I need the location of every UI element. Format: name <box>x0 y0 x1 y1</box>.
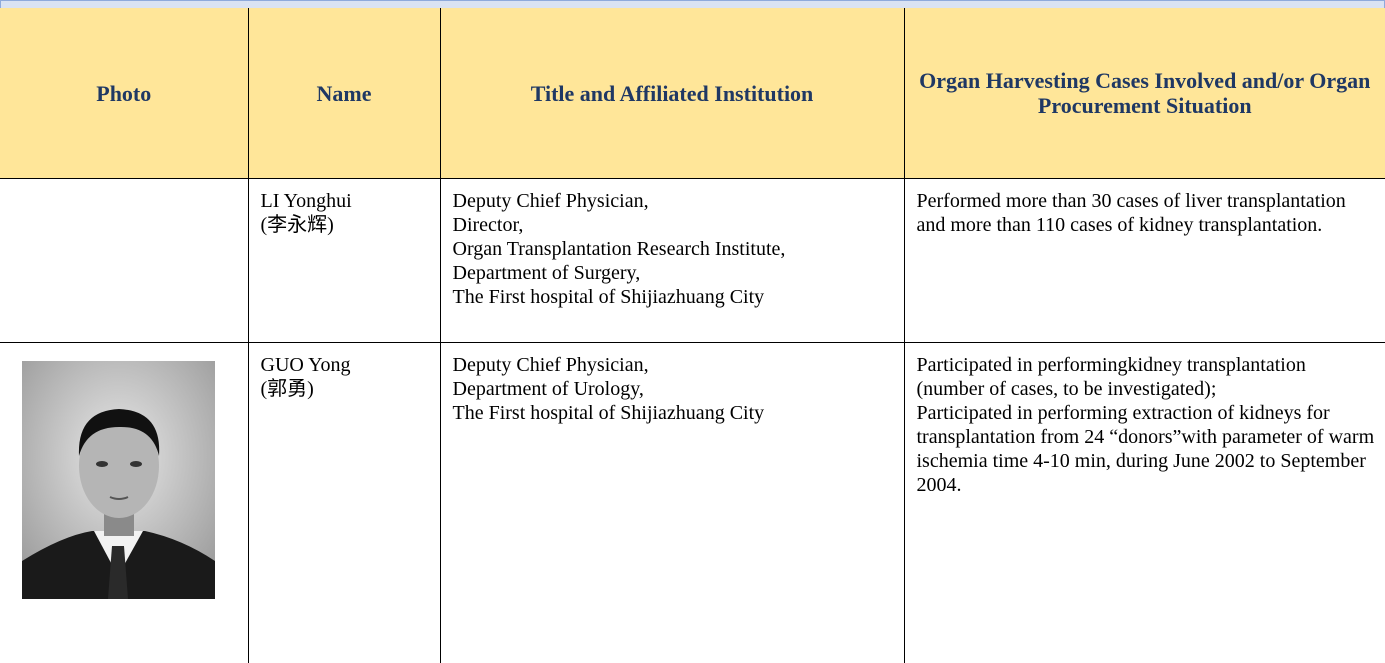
text-line: Participated in performing extraction of… <box>917 401 1376 497</box>
officials-table: Photo Name Title and Affiliated Institut… <box>0 8 1385 663</box>
text-line: Department of Surgery, <box>453 261 894 285</box>
text-line: The First hospital of Shijiazhuang City <box>453 401 894 425</box>
text-line: Performed more than 30 cases of liver tr… <box>917 189 1376 237</box>
chinese-name: (李永辉) <box>261 213 430 237</box>
header-cell: Title and Affiliated Institution <box>440 8 904 179</box>
top-strip <box>0 0 1385 8</box>
header-cell: Photo <box>0 8 248 179</box>
title-cell: Deputy Chief Physician,Department of Uro… <box>440 343 904 663</box>
name-cell: GUO Yong(郭勇) <box>248 343 440 663</box>
title-cell: Deputy Chief Physician,Director,Organ Tr… <box>440 179 904 343</box>
page: Photo Name Title and Affiliated Institut… <box>0 0 1385 634</box>
text-line: Deputy Chief Physician, <box>453 353 894 377</box>
text-line: Director, <box>453 213 894 237</box>
name-cell: LI Yonghui(李永辉) <box>248 179 440 343</box>
photo-cell <box>0 343 248 663</box>
cases-cell: Participated in performingkidney transpl… <box>904 343 1385 663</box>
photo-cell <box>0 179 248 343</box>
text-line: Organ Transplantation Research Institute… <box>453 237 894 261</box>
header-row: Photo Name Title and Affiliated Institut… <box>0 8 1385 179</box>
row: GUO Yong(郭勇) Deputy Chief Physician,Depa… <box>0 343 1385 663</box>
name: LI Yonghui <box>261 189 430 213</box>
portrait <box>22 361 215 599</box>
row: LI Yonghui(李永辉) Deputy Chief Physician,D… <box>0 179 1385 343</box>
text-line: The First hospital of Shijiazhuang City <box>453 285 894 309</box>
cases-cell: Performed more than 30 cases of liver tr… <box>904 179 1385 343</box>
name: GUO Yong <box>261 353 430 377</box>
text-line: Deputy Chief Physician, <box>453 189 894 213</box>
header-cell: Name <box>248 8 440 179</box>
text-line: Department of Urology, <box>453 377 894 401</box>
text-line: Participated in performingkidney transpl… <box>917 353 1376 401</box>
header-cell: Organ Harvesting Cases Involved and/or O… <box>904 8 1385 179</box>
chinese-name: (郭勇) <box>261 377 430 401</box>
